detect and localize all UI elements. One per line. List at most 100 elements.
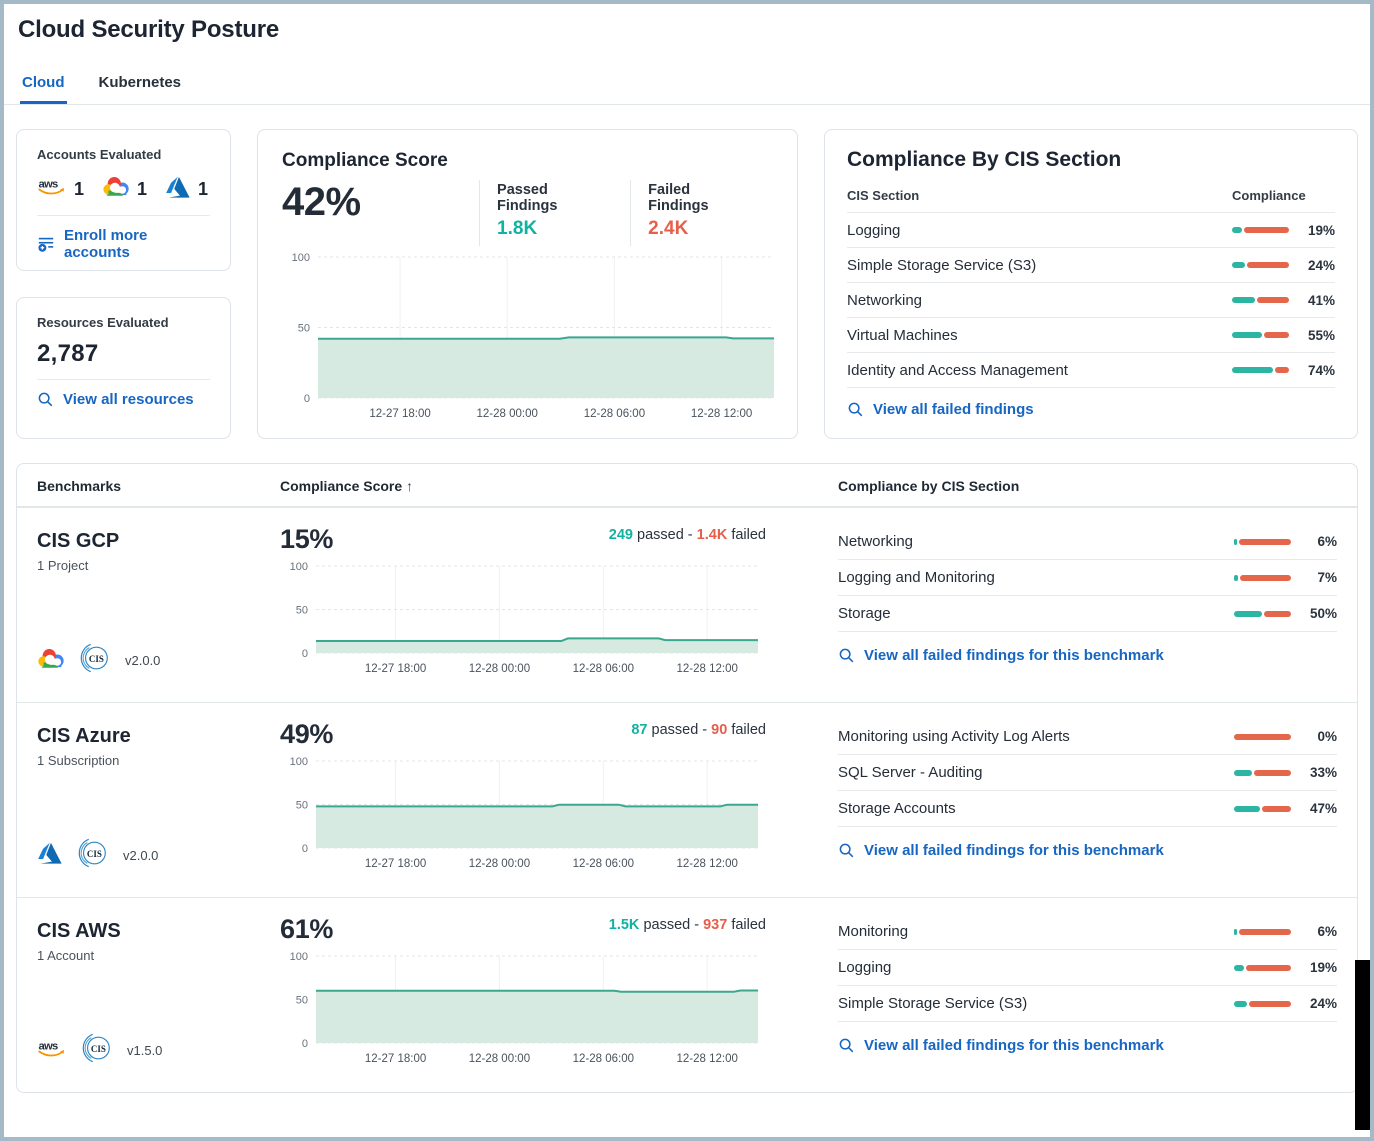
svg-text:12-28 00:00: 12-28 00:00 <box>477 408 538 420</box>
failed-count: 90 <box>711 722 728 738</box>
benchmark-scope: 1 Project <box>37 558 89 573</box>
compliance-bar <box>1234 610 1291 617</box>
compliance-percent: 74% <box>1307 362 1335 378</box>
overall-score-value: 42% <box>282 180 361 224</box>
section-name: Storage Accounts <box>838 800 956 817</box>
compliance-bar <box>1234 1000 1291 1007</box>
cis-table-header: CIS Section Compliance <box>847 188 1335 212</box>
compliance-bar <box>1234 964 1291 971</box>
svg-text:12-27 18:00: 12-27 18:00 <box>365 663 426 675</box>
view-all-resources-link[interactable]: View all resources <box>37 391 210 408</box>
resources-evaluated-card: Resources Evaluated 2,787 View all resou… <box>16 297 231 439</box>
aws-icon: aws <box>37 176 67 202</box>
passed-word: passed - <box>637 527 693 543</box>
azure-icon <box>165 176 191 203</box>
benchmark-sections-cell: Monitoring 6% Logging 19% Simple Storage… <box>838 914 1337 1082</box>
compliance-score-chart: 0 50 100 12-27 18:00 12-28 00:00 12-28 06:00 1… <box>282 252 774 429</box>
svg-text:0: 0 <box>302 648 308 660</box>
cis-section-row: Monitoring 6% <box>838 914 1337 950</box>
view-failed-findings-benchmark-link[interactable]: View all failed findings for this benchm… <box>838 1022 1337 1054</box>
compliance-percent: 6% <box>1317 924 1337 939</box>
benchmark-info-cell: CIS Azure 1 Subscription CIS v2.0.0 <box>37 719 280 887</box>
passed-findings-stat: Passed Findings 1.8K <box>479 180 630 246</box>
view-failed-findings-benchmark-link[interactable]: View all failed findings for this benchm… <box>838 632 1337 664</box>
search-icon <box>839 1038 854 1053</box>
compliance-percent: 7% <box>1317 570 1337 585</box>
failed-findings-label: Failed Findings <box>648 182 709 214</box>
cis-section-row: Logging and Monitoring 7% <box>838 560 1337 596</box>
compliance-percent: 24% <box>1309 996 1337 1011</box>
svg-text:12-28 12:00: 12-28 12:00 <box>677 858 738 870</box>
svg-text:100: 100 <box>290 951 308 963</box>
section-name: Identity and Access Management <box>847 361 1068 379</box>
section-name: Logging <box>838 959 892 976</box>
search-icon <box>848 402 863 417</box>
failed-count: 937 <box>703 917 728 933</box>
cis-logo-icon: CIS <box>76 836 110 875</box>
benchmark-info-cell: CIS GCP 1 Project CIS v2.0.0 <box>37 524 280 692</box>
compliance-bar <box>1234 769 1291 776</box>
view-failed-findings-benchmark-link[interactable]: View all failed findings for this benchm… <box>838 827 1337 859</box>
view-all-failed-findings-link[interactable]: View all failed findings <box>847 387 1335 418</box>
benchmark-score-value: 49% <box>280 719 334 749</box>
compliance-percent: 6% <box>1317 534 1337 549</box>
passed-failed-summary: 87 passed - 90 failed <box>631 719 766 738</box>
section-name: Networking <box>847 291 923 309</box>
compliance-score-card: Compliance Score 42% Passed Findings 1.8… <box>257 129 798 439</box>
benchmark-sections-cell: Monitoring using Activity Log Alerts 0% … <box>838 719 1337 887</box>
cis-section-row: Logging 19% <box>838 950 1337 986</box>
page-title: Cloud Security Posture <box>18 16 279 43</box>
passed-findings-value: 1.8K <box>497 218 538 239</box>
benchmark-info-cell: CIS AWS 1 Account aws CIS v1.5.0 <box>37 914 280 1082</box>
passed-word: passed - <box>643 917 700 933</box>
benchmark-scope: 1 Subscription <box>37 753 120 768</box>
svg-text:0: 0 <box>302 843 308 855</box>
benchmark-name: CIS AWS <box>37 920 121 942</box>
cis-section-row: Storage Accounts 47% <box>838 791 1337 827</box>
tab-kubernetes[interactable]: Kubernetes <box>98 74 182 91</box>
compliance-bar <box>1232 332 1289 338</box>
compliance-score-sort-header[interactable]: Compliance Score ↑ <box>280 478 838 494</box>
tab-cloud[interactable]: Cloud <box>20 66 67 104</box>
view-failed-findings-benchmark-label: View all failed findings for this benchm… <box>864 1037 1164 1054</box>
svg-text:CIS: CIS <box>89 654 104 664</box>
azure-count: 1 <box>198 178 209 199</box>
compliance-score-title: Compliance Score <box>282 150 448 171</box>
failed-findings-value: 2.4K <box>648 218 689 239</box>
compliance-percent: 55% <box>1307 327 1335 343</box>
cis-aws-score-chart: 0 50 100 12-27 18:00 12-28 00:00 12-28 06:00 1… <box>280 951 838 1074</box>
benchmark-name: CIS Azure <box>37 725 131 747</box>
benchmark-version: v1.5.0 <box>127 1043 163 1058</box>
compliance-percent: 19% <box>1309 960 1337 975</box>
benchmark-version: v2.0.0 <box>123 848 159 863</box>
svg-text:12-27 18:00: 12-27 18:00 <box>365 858 426 870</box>
resources-evaluated-count: 2,787 <box>37 340 99 367</box>
compliance-bar <box>1234 928 1291 935</box>
section-name: Logging <box>847 221 901 239</box>
svg-text:aws: aws <box>39 178 59 190</box>
sort-ascending-icon: ↑ <box>406 478 414 494</box>
svg-text:50: 50 <box>298 322 310 334</box>
passed-findings-label: Passed Findings <box>497 182 558 214</box>
compliance-percent: 41% <box>1307 292 1335 308</box>
failed-count: 1.4K <box>696 527 728 543</box>
enroll-more-accounts-label: Enroll more accounts <box>64 227 148 261</box>
compliance-bar <box>1232 367 1289 373</box>
provider-counts: aws 1 1 1 <box>37 174 210 204</box>
svg-text:100: 100 <box>292 252 310 264</box>
section-name: Simple Storage Service (S3) <box>847 256 1037 274</box>
enroll-more-accounts-link[interactable]: Enroll more accounts <box>37 227 210 261</box>
svg-text:50: 50 <box>296 994 308 1006</box>
azure-icon <box>37 842 63 869</box>
cis-section-row: Networking 41% <box>847 282 1335 317</box>
cis-section-card-title: Compliance By CIS Section <box>847 148 1122 171</box>
benchmark-score-value: 15% <box>280 524 334 554</box>
benchmarks-column-header: Benchmarks <box>37 478 122 494</box>
benchmark-icons: aws CIS v1.5.0 <box>37 1031 280 1082</box>
benchmarks-table-header: Benchmarks Compliance Score ↑ Compliance… <box>17 464 1357 507</box>
section-name: Networking <box>838 533 914 550</box>
compliance-score-column-header: Compliance Score <box>280 478 403 494</box>
compliance-percent: 47% <box>1309 801 1337 816</box>
summary-cards-row: Accounts Evaluated aws 1 1 1 <box>16 129 1358 439</box>
compliance-bar <box>1232 297 1289 303</box>
